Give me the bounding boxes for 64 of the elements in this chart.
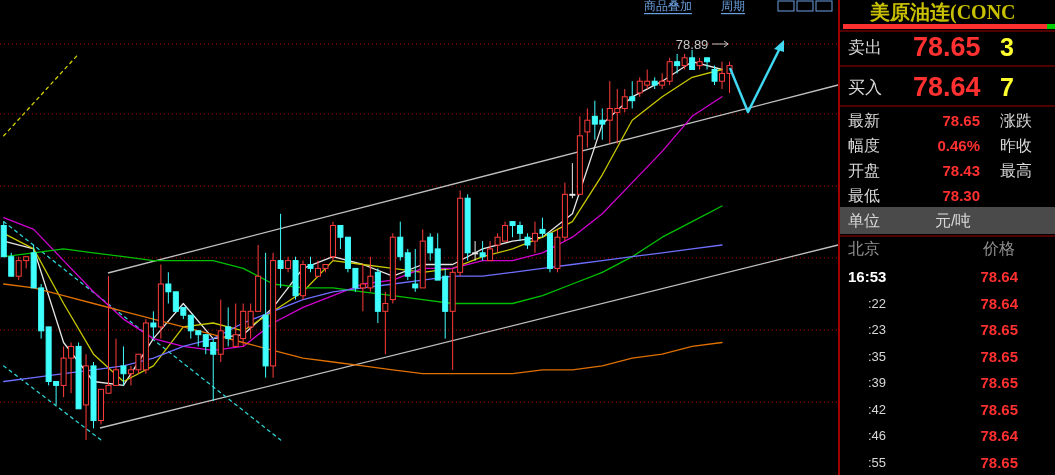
candlestick (711, 65, 718, 86)
candlestick (666, 57, 673, 86)
candlestick (412, 248, 419, 293)
candlestick (674, 53, 681, 74)
candlestick (165, 271, 172, 305)
candlestick (531, 221, 538, 254)
candlestick (404, 248, 411, 281)
text: :23 (868, 322, 887, 337)
text: :42 (868, 401, 887, 417)
text: 78.65 (980, 347, 1018, 365)
text: 7 (1000, 73, 1014, 101)
text: 价格 (982, 239, 1015, 257)
candlestick (150, 310, 157, 340)
candlestick (704, 57, 711, 71)
text: 78.64 (980, 427, 1019, 444)
text: :39 (868, 375, 887, 390)
candlestick (217, 299, 224, 363)
text: 元/吨 (935, 211, 972, 229)
text: 周期 (721, 0, 745, 13)
text: 卖出 (848, 37, 882, 57)
text: 单位 (848, 211, 880, 229)
text: 78.64 (913, 72, 981, 102)
text: 78.65 (980, 321, 1018, 338)
text: 北京 (848, 239, 880, 257)
candlestick (487, 240, 494, 262)
text: 最高 (1000, 161, 1032, 179)
annotation: 78.89 (675, 36, 709, 52)
text: 昨收 (1000, 136, 1032, 154)
candlestick (689, 49, 696, 71)
text: :55 (868, 454, 887, 470)
text: 78.65 (942, 111, 980, 129)
candlestick (397, 221, 404, 262)
text: 78.64 (980, 294, 1019, 312)
text: 涨跌 (1000, 111, 1032, 129)
candlestick (629, 80, 636, 110)
text: 78.43 (942, 161, 980, 179)
text: 开盘 (848, 161, 880, 179)
candlestick (427, 232, 434, 262)
text: :35 (868, 348, 887, 364)
text: 商品叠加 (644, 0, 692, 13)
text: 最新 (848, 111, 880, 129)
text: 78.64 (980, 267, 1019, 285)
text: 美原油连(CONC (869, 1, 1016, 24)
candlestick (382, 291, 389, 355)
text: 3 (1000, 33, 1014, 61)
text: 买入 (848, 77, 882, 97)
text: 0.46% (937, 136, 980, 154)
text: :22 (868, 295, 887, 311)
text: 最低 (848, 186, 880, 204)
text: 78.65 (913, 32, 981, 62)
candlestick (621, 88, 628, 113)
text: :46 (868, 428, 887, 443)
text: 78.65 (980, 374, 1018, 391)
candlestick (472, 240, 479, 262)
text: 78.30 (942, 186, 980, 204)
candlestick (584, 108, 591, 149)
text: 78.65 (980, 453, 1018, 471)
text: 78.65 (980, 400, 1018, 418)
candlestick (225, 306, 232, 347)
candlestick (479, 240, 486, 262)
candlestick (277, 213, 284, 289)
text: 幅度 (848, 136, 880, 154)
candlestick (120, 345, 127, 386)
text: 16:53 (848, 267, 887, 285)
